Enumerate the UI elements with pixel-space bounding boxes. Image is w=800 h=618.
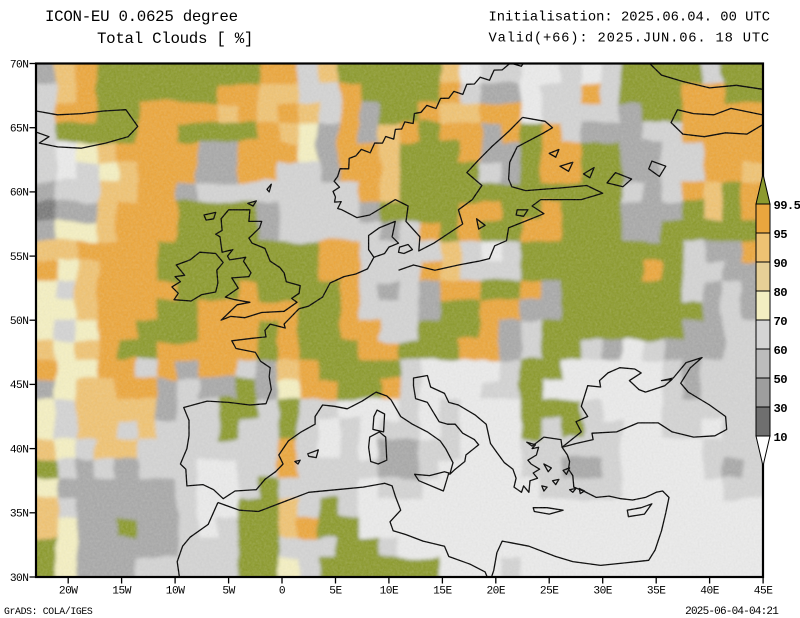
svg-text:30N: 30N [10,573,29,585]
svg-text:20E: 20E [486,586,505,598]
svg-text:35N: 35N [10,509,29,521]
svg-text:55N: 55N [10,252,29,264]
svg-text:90: 90 [774,257,788,271]
svg-text:Valid(+66): 2025.JUN.06. 18 UT: Valid(+66): 2025.JUN.06. 18 UTC [489,31,770,47]
svg-text:GrADS: COLA/IGES: GrADS: COLA/IGES [4,606,93,617]
svg-text:20W: 20W [59,586,78,598]
svg-text:10W: 10W [166,586,185,598]
svg-text:ICON-EU 0.0625 degree: ICON-EU 0.0625 degree [45,8,238,26]
svg-text:45E: 45E [754,586,773,598]
svg-text:40N: 40N [10,444,29,456]
svg-text:45N: 45N [10,380,29,392]
svg-text:65N: 65N [10,124,29,136]
svg-text:2025-06-04-04:21: 2025-06-04-04:21 [685,606,779,618]
svg-text:60: 60 [774,344,788,358]
svg-text:15W: 15W [112,586,131,598]
svg-text:5E: 5E [329,586,342,598]
svg-text:70: 70 [774,315,788,329]
svg-text:95: 95 [774,228,788,242]
svg-text:70N: 70N [10,59,29,71]
svg-text:5W: 5W [222,586,235,598]
svg-text:25E: 25E [540,586,559,598]
svg-text:40E: 40E [700,586,719,598]
svg-text:10: 10 [774,431,788,445]
svg-text:Total Clouds [ %]: Total Clouds [ %] [97,30,253,48]
svg-text:30: 30 [774,402,788,416]
svg-text:50N: 50N [10,316,29,328]
svg-text:60N: 60N [10,188,29,200]
svg-text:Initialisation: 2025.06.04. 00: Initialisation: 2025.06.04. 00 UTC [488,10,770,26]
svg-text:99.5: 99.5 [774,199,800,213]
svg-text:80: 80 [774,286,788,300]
svg-text:0: 0 [279,586,286,598]
svg-text:35E: 35E [647,586,666,598]
svg-text:50: 50 [774,373,788,387]
svg-text:30E: 30E [593,586,612,598]
svg-text:10E: 10E [380,586,399,598]
svg-text:15E: 15E [433,586,452,598]
